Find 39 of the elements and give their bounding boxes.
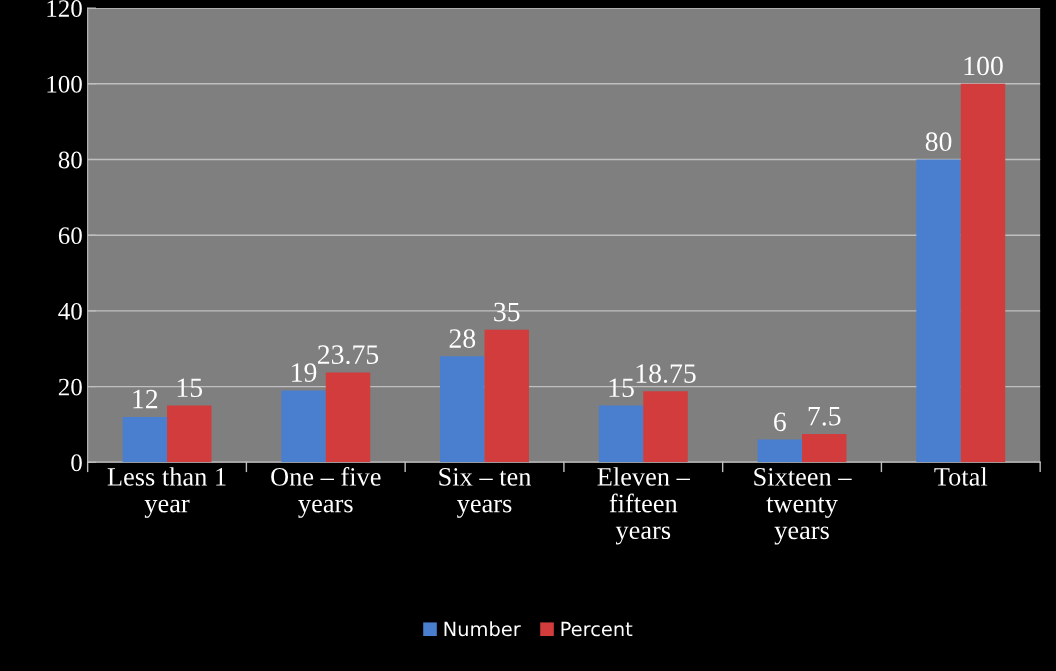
bar <box>757 439 803 463</box>
data-label: 23.75 <box>317 345 379 365</box>
bar <box>960 83 1006 463</box>
x-tick-label: Eleven – fifteen years <box>597 467 690 545</box>
x-tick-label: Less than 1 year <box>107 467 226 518</box>
x-tick-label: One – five years <box>271 466 381 518</box>
data-label: 15 <box>177 378 203 398</box>
y-tick-label: 60 <box>58 227 82 245</box>
data-label: 18.75 <box>636 364 696 384</box>
data-label: 100 <box>964 56 1003 76</box>
bar <box>916 159 961 463</box>
x-tick-label: Total <box>934 467 988 486</box>
data-label: 19 <box>292 363 317 382</box>
data-label: 6 <box>774 412 786 432</box>
bar <box>122 416 168 463</box>
legend-label: Number <box>444 621 521 637</box>
data-label: 12 <box>133 389 158 409</box>
y-tick-label: 120 <box>47 0 82 17</box>
bar <box>325 372 371 463</box>
bar <box>802 433 847 463</box>
bar <box>167 405 212 463</box>
bar <box>440 356 485 463</box>
data-label: 35 <box>494 302 520 322</box>
y-tick-label: 40 <box>58 302 82 320</box>
bar <box>598 405 644 463</box>
data-label: 28 <box>449 329 476 348</box>
data-label: 7.5 <box>808 407 841 426</box>
bar <box>281 390 326 463</box>
legend-label: Percent <box>561 621 633 637</box>
y-tick-label: 80 <box>58 151 82 169</box>
x-tick-label: Sixteen – twenty years <box>754 468 852 545</box>
bar <box>484 329 529 463</box>
data-label: 80 <box>925 132 952 152</box>
y-tick-label: 20 <box>58 378 82 396</box>
data-label: 15 <box>609 378 634 398</box>
y-tick-label: 0 <box>71 454 82 472</box>
y-tick-label: 100 <box>47 75 82 93</box>
x-tick-label: Six – ten years <box>439 468 532 518</box>
bar <box>643 391 688 463</box>
